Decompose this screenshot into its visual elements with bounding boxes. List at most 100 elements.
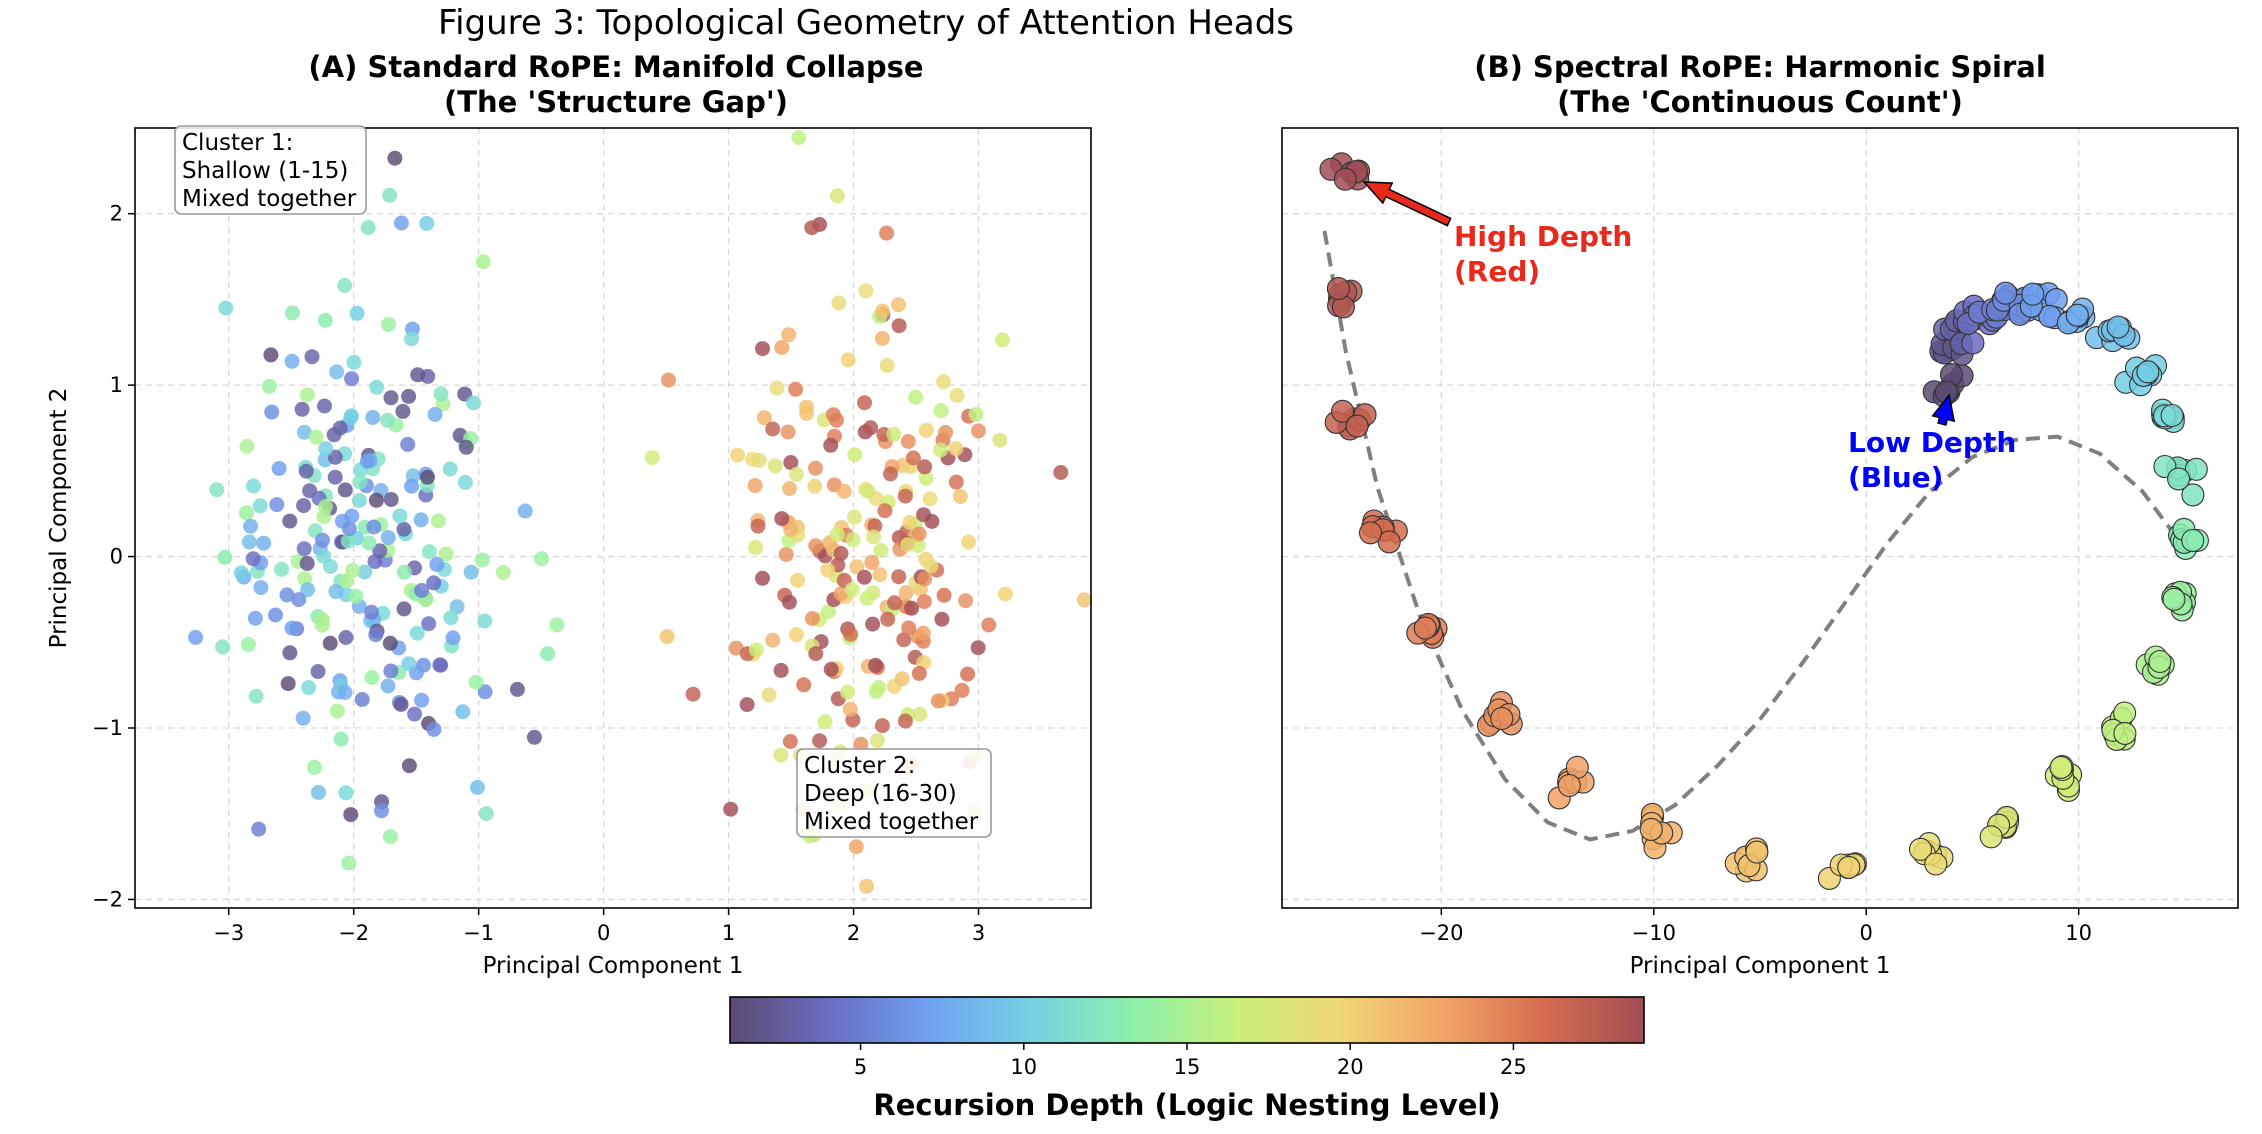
scatter-point xyxy=(369,379,385,395)
scatter-point xyxy=(307,759,322,775)
scatter-point xyxy=(908,389,924,405)
scatter-point xyxy=(442,461,458,477)
scatter-point xyxy=(1908,837,1933,861)
scatter-point xyxy=(773,747,789,763)
scatter-point xyxy=(896,632,912,648)
scatter-point xyxy=(455,704,471,720)
x-tick-label: 2 xyxy=(847,921,860,945)
scatter-point xyxy=(433,657,449,673)
scatter-point xyxy=(433,386,449,402)
scatter-point xyxy=(844,582,860,598)
scatter-point xyxy=(284,305,300,321)
scatter-point xyxy=(463,564,479,580)
high-depth-callout: High Depth (Red) xyxy=(1362,181,1632,288)
cluster-2-annotation-box xyxy=(796,748,992,838)
scatter-point xyxy=(808,646,824,662)
scatter-point xyxy=(875,303,891,319)
scatter-point xyxy=(271,461,287,476)
y-tick-label: −2 xyxy=(92,887,123,911)
scatter-point xyxy=(282,645,298,661)
scatter-point xyxy=(748,540,764,555)
panel-b-grid xyxy=(1282,128,2238,908)
scatter-point xyxy=(817,714,833,730)
scatter-point xyxy=(263,347,279,363)
scatter-point xyxy=(352,474,368,490)
scatter-point xyxy=(332,420,348,436)
x-tick-label: 10 xyxy=(2065,921,2092,945)
scatter-point xyxy=(863,420,879,436)
scatter-point xyxy=(338,630,354,645)
scatter-point xyxy=(400,436,416,452)
cluster-2-annotation-line: Cluster 2: xyxy=(804,753,915,779)
scatter-point xyxy=(469,780,485,795)
scatter-point xyxy=(308,429,324,445)
panel-a-x-label: Principal Component 1 xyxy=(483,953,744,979)
scatter-point xyxy=(382,829,398,845)
x-tick-label: 0 xyxy=(1860,921,1873,945)
panel-b-title: (B) Spectral RoPE: Harmonic Spiral xyxy=(1474,50,2046,84)
scatter-point xyxy=(401,388,417,404)
scatter-point xyxy=(723,801,739,817)
scatter-point xyxy=(915,625,931,641)
scatter-point xyxy=(387,150,403,166)
scatter-point xyxy=(304,349,320,365)
scatter-point xyxy=(414,692,430,708)
scatter-point xyxy=(374,803,389,819)
panel-b: (B) Spectral RoPE: Harmonic Spiral (The … xyxy=(1281,50,2239,979)
scatter-point xyxy=(410,367,426,383)
scatter-point xyxy=(2021,282,2045,306)
scatter-point xyxy=(344,508,360,524)
scatter-point xyxy=(401,758,417,774)
scatter-point xyxy=(949,387,965,403)
scatter-point xyxy=(952,489,968,504)
panel-a-y-ticks: −2 −1 0 1 2 xyxy=(92,202,135,911)
scatter-point xyxy=(1345,414,1369,438)
panel-b-subtitle: (The 'Continuous Count') xyxy=(1557,85,1963,119)
scatter-point xyxy=(343,807,359,823)
scatter-point xyxy=(318,441,334,457)
scatter-point xyxy=(345,562,361,578)
scatter-point xyxy=(883,466,898,482)
scatter-point xyxy=(380,530,396,546)
scatter-point xyxy=(887,595,903,611)
scatter-point xyxy=(2181,483,2205,507)
colorbar: 5 10 15 20 25 Recursion Depth (Logic Nesting… xyxy=(729,996,1645,1122)
scatter-point xyxy=(291,592,307,608)
scatter-point xyxy=(238,505,254,521)
scatter-point xyxy=(2049,755,2073,780)
scatter-point xyxy=(328,584,344,600)
scatter-point xyxy=(960,666,976,682)
x-tick-label: 3 xyxy=(972,921,985,945)
scatter-point xyxy=(280,676,296,692)
low-depth-label-line: (Blue) xyxy=(1848,461,1943,494)
scatter-point xyxy=(968,406,984,422)
scatter-point xyxy=(330,703,345,719)
scatter-point xyxy=(327,469,343,485)
scatter-point xyxy=(329,364,345,380)
scatter-point xyxy=(421,544,437,560)
scatter-point xyxy=(393,215,409,231)
scatter-point xyxy=(366,519,382,535)
scatter-point xyxy=(767,458,783,474)
scatter-point xyxy=(890,297,906,313)
scatter-point xyxy=(478,806,494,822)
scatter-point xyxy=(311,784,326,800)
scatter-point xyxy=(858,283,874,299)
scatter-point xyxy=(333,731,349,747)
scatter-point xyxy=(269,497,285,513)
panel-a-frame xyxy=(134,127,1092,909)
scatter-point xyxy=(445,630,461,646)
scatter-point xyxy=(361,535,377,551)
scatter-point xyxy=(750,518,766,534)
x-tick-label: 1 xyxy=(722,921,735,945)
y-tick-label: 0 xyxy=(110,545,123,569)
scatter-point xyxy=(2162,587,2186,611)
figure-title: Figure 3: Topological Geometry of Attent… xyxy=(438,3,1294,43)
scatter-point xyxy=(401,656,417,672)
scatter-point xyxy=(856,569,872,585)
scatter-point xyxy=(365,410,381,425)
scatter-point xyxy=(217,549,233,565)
scatter-point xyxy=(438,546,454,562)
cluster-1-annotation-line: Cluster 1: xyxy=(182,130,293,156)
